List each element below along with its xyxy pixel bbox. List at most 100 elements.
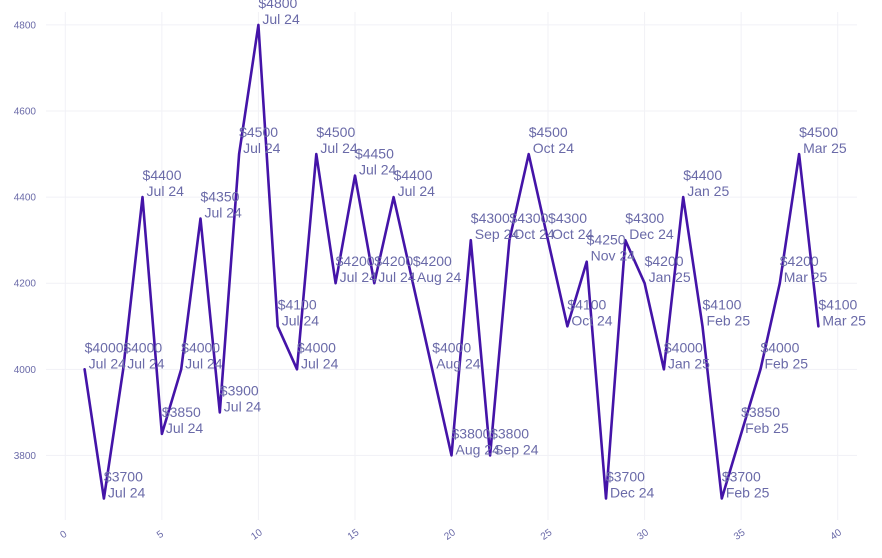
date-label: Aug 24 [417, 269, 462, 285]
y-tick-label: 4400 [14, 193, 37, 204]
price-label: $4500 [799, 124, 838, 140]
price-label: $4250 [587, 232, 626, 248]
date-label: Oct 24 [552, 226, 593, 242]
price-label: $4000 [760, 339, 799, 355]
price-label: $4800 [258, 0, 297, 11]
price-label: $3700 [722, 468, 761, 484]
price-label: $4000 [181, 339, 220, 355]
data-label: $4000 Aug 24 [432, 339, 481, 371]
x-tick-label: 5 [155, 529, 166, 541]
data-label: $4200 Jul 24 [374, 253, 416, 285]
y-tick-label: 4000 [14, 365, 37, 376]
price-label: $4000 [297, 339, 336, 355]
data-label: $4500 Jul 24 [316, 124, 358, 156]
price-label: $4400 [394, 167, 433, 183]
price-label: $4400 [143, 167, 182, 183]
date-label: Oct 24 [571, 312, 612, 328]
y-tick-label: 4200 [14, 279, 37, 290]
date-label: Jan 25 [649, 269, 691, 285]
price-label: $4300 [509, 210, 548, 226]
price-label: $3800 [452, 425, 491, 441]
date-label: Jul 24 [243, 140, 281, 156]
date-label: Oct 24 [533, 140, 574, 156]
data-label: $4350 Jul 24 [200, 189, 242, 221]
price-label: $4300 [471, 210, 510, 226]
price-label: $3700 [104, 468, 143, 484]
price-label: $4200 [413, 253, 452, 269]
data-label: $4450 Jul 24 [355, 146, 397, 178]
data-label: $4000 Jul 24 [123, 339, 165, 371]
date-label: Feb 25 [726, 484, 770, 500]
data-label: $4500 Oct 24 [529, 124, 574, 156]
date-label: Mar 25 [784, 269, 828, 285]
price-label: $4000 [85, 339, 124, 355]
data-label: $4200 Jul 24 [336, 253, 378, 285]
data-label: $4400 Jul 24 [143, 167, 185, 199]
data-label: $4400 Jul 24 [394, 167, 436, 199]
series-line-group [83, 23, 820, 500]
y-tick-label: 4800 [14, 20, 37, 31]
data-label: $4200 Aug 24 [413, 253, 462, 285]
price-label: $4500 [316, 124, 355, 140]
date-label: Jul 24 [378, 269, 416, 285]
date-label: Sep 24 [494, 441, 539, 457]
date-label: Jul 24 [262, 11, 300, 27]
data-label: $4200 Mar 25 [780, 253, 828, 285]
price-label: $4450 [355, 146, 394, 162]
y-tick-label: 3800 [14, 451, 37, 462]
price-label: $4200 [780, 253, 819, 269]
date-label: Jul 24 [204, 205, 242, 221]
data-label: $4000 Jul 24 [181, 339, 223, 371]
price-label: $4000 [123, 339, 162, 355]
data-label: $4300 Oct 24 [509, 210, 554, 242]
data-labels: $4000 Jul 24$3700 Jul 24$4000 Jul 24$4400 Ju… [85, 0, 867, 500]
price-label: $4200 [645, 253, 684, 269]
data-label: $4200 Jan 25 [645, 253, 691, 285]
data-label: $4300 Sep 24 [471, 210, 520, 242]
price-label: $3700 [606, 468, 645, 484]
price-label: $3900 [220, 382, 259, 398]
price-label: $4100 [567, 296, 606, 312]
date-label: Jul 24 [185, 355, 223, 371]
data-label: $4300 Oct 24 [548, 210, 593, 242]
data-label: $4250 Nov 24 [587, 232, 636, 264]
data-label: $4500 Mar 25 [799, 124, 847, 156]
date-label: Sep 24 [475, 226, 520, 242]
data-label: $3800 Aug 24 [452, 425, 501, 457]
price-label: $4100 [818, 296, 857, 312]
price-label: $4350 [200, 189, 239, 205]
price-label: $4200 [374, 253, 413, 269]
data-label: $4100 Jul 24 [278, 296, 320, 328]
date-label: Jul 24 [127, 355, 165, 371]
price-label: $4100 [278, 296, 317, 312]
date-label: Dec 24 [629, 226, 674, 242]
date-label: Mar 25 [803, 140, 847, 156]
data-label: $3850 Feb 25 [741, 404, 789, 436]
price-label: $3850 [741, 404, 780, 420]
x-tick-label: 0 [58, 529, 69, 541]
price-label: $3800 [490, 425, 529, 441]
date-label: Jan 25 [687, 183, 729, 199]
data-label: $4300 Dec 24 [625, 210, 674, 242]
data-label: $3850 Jul 24 [162, 404, 204, 436]
date-label: Jul 24 [301, 355, 339, 371]
date-label: Aug 24 [436, 355, 481, 371]
data-label: $3700 Dec 24 [606, 468, 655, 500]
date-label: Nov 24 [591, 248, 636, 264]
x-tick-label: 30 [635, 527, 651, 543]
price-label: $4000 [664, 339, 703, 355]
date-label: Jul 24 [147, 183, 185, 199]
price-label: $4100 [703, 296, 742, 312]
data-label: $4500 Jul 24 [239, 124, 281, 156]
price-label: $3850 [162, 404, 201, 420]
data-label: $4000 Jul 24 [85, 339, 127, 371]
price-label: $4500 [239, 124, 278, 140]
date-label: Jul 24 [108, 484, 146, 500]
data-label: $4100 Oct 24 [567, 296, 612, 328]
series-line [83, 23, 820, 500]
data-label: $3700 Jul 24 [104, 468, 146, 500]
price-label: $4300 [625, 210, 664, 226]
price-label: $4500 [529, 124, 568, 140]
x-tick-label: 40 [829, 527, 845, 543]
x-tick-label: 15 [346, 527, 362, 543]
